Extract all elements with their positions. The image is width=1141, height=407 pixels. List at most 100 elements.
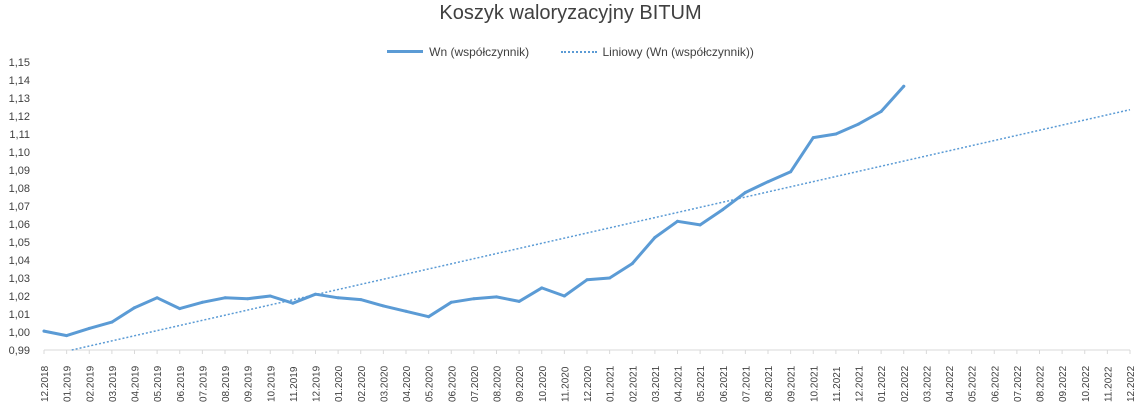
x-tick-label: 12.2020 xyxy=(583,365,594,402)
data-point xyxy=(223,296,227,300)
x-tick-label: 05.2019 xyxy=(153,365,164,402)
y-tick-label: 1,04 xyxy=(9,255,30,267)
x-tick-label: 04.2021 xyxy=(674,365,685,402)
x-tick-label: 05.2020 xyxy=(425,365,436,402)
legend-label-series: Wn (współczynnik) xyxy=(429,44,530,59)
y-tick-label: 1,14 xyxy=(9,75,30,87)
x-tick-label: 08.2022 xyxy=(1036,365,1047,402)
data-point xyxy=(155,296,159,300)
x-tick-label: 01.2022 xyxy=(877,365,888,402)
data-point xyxy=(246,297,250,301)
x-tick-label: 02.2022 xyxy=(900,365,911,402)
x-tick-label: 10.2019 xyxy=(266,365,277,402)
x-tick-label: 01.2020 xyxy=(334,365,345,402)
y-tick-label: 1,02 xyxy=(9,291,30,303)
x-tick-label: 01.2021 xyxy=(606,365,617,402)
data-point xyxy=(200,300,204,304)
y-tick-label: 1,10 xyxy=(9,147,30,159)
x-tick-label: 09.2020 xyxy=(515,365,526,402)
data-point xyxy=(811,136,815,140)
data-point xyxy=(743,191,747,194)
x-tick-label: 04.2022 xyxy=(945,365,956,402)
x-tick-label: 11.2022 xyxy=(1103,366,1114,402)
x-tick-label: 12.2022 xyxy=(1126,365,1137,402)
data-point xyxy=(698,223,702,227)
y-axis: 0,99 1,00 1,01 1,02 1,03 1,04 1,05 1,06 1,07 1,08… xyxy=(9,57,30,357)
y-tick-label: 1,03 xyxy=(9,273,30,285)
data-point xyxy=(65,334,69,338)
data-point xyxy=(359,298,363,302)
x-tick-label: 05.2021 xyxy=(696,365,707,402)
data-point xyxy=(653,236,657,239)
x-tick-label: 07.2022 xyxy=(1013,365,1024,402)
legend-item-trendline: Liniowy (Wn (współczynnik)) xyxy=(560,45,754,59)
data-point xyxy=(449,300,453,304)
x-tick-label: 07.2020 xyxy=(470,365,481,402)
x-tick-label: 05.2022 xyxy=(968,365,979,402)
data-point xyxy=(87,326,91,330)
y-tick-label: 1,11 xyxy=(9,129,30,141)
x-tick-label: 11.2021 xyxy=(832,366,843,402)
x-tick-label: 02.2021 xyxy=(628,365,639,402)
legend-swatch-solid xyxy=(387,50,424,53)
y-tick-label: 1,07 xyxy=(9,201,30,213)
data-point xyxy=(404,309,408,313)
data-point xyxy=(630,262,634,266)
x-tick-label: 03.2022 xyxy=(922,365,933,402)
data-point xyxy=(336,296,340,300)
data-point xyxy=(427,315,431,319)
x-tick-label: 08.2020 xyxy=(493,365,504,402)
x-tick-label: 04.2020 xyxy=(402,365,413,402)
data-point xyxy=(857,122,860,126)
x-tick-label: 11.2019 xyxy=(289,366,300,402)
legend: Wn (współczynnik) Liniowy (Wn (współczyn… xyxy=(0,42,1141,59)
x-tick-label: 01.2019 xyxy=(63,365,74,402)
data-point xyxy=(789,170,793,174)
y-tick-label: 1,05 xyxy=(9,237,30,249)
x-tick-label: 07.2021 xyxy=(741,365,752,402)
x-tick-label: 06.2020 xyxy=(447,365,458,402)
x-axis: 12.2018 01.2019 02.2019 03.2019 04.2019 05.20… xyxy=(40,349,1137,402)
y-tick-label: 1,12 xyxy=(9,111,30,123)
legend-label-trendline: Liniowy (Wn (współczynnik)) xyxy=(602,45,754,59)
x-tick-label: 11.2020 xyxy=(560,366,571,402)
x-tick-label: 12.2019 xyxy=(312,365,323,402)
x-tick-label: 07.2019 xyxy=(198,365,209,402)
x-tick-label: 04.2019 xyxy=(131,365,142,402)
y-tick-label: 0,99 xyxy=(9,345,30,357)
x-tick-label: 10.2021 xyxy=(809,365,820,402)
data-point xyxy=(314,292,317,296)
series-group xyxy=(42,84,1131,351)
data-point xyxy=(721,208,725,212)
x-tick-label: 03.2020 xyxy=(379,365,390,402)
x-tick-label: 10.2022 xyxy=(1081,365,1092,402)
data-point xyxy=(540,286,544,290)
x-tick-label: 09.2019 xyxy=(244,365,255,402)
data-point xyxy=(562,294,566,298)
data-point xyxy=(133,306,136,310)
data-point xyxy=(472,297,476,301)
legend-swatch-dotted xyxy=(560,51,597,53)
data-point xyxy=(676,219,679,223)
legend-item-series: Wn (współczynnik) xyxy=(387,45,529,59)
data-point xyxy=(178,307,182,311)
x-tick-label: 02.2020 xyxy=(357,365,368,402)
x-tick-label: 06.2021 xyxy=(719,365,730,402)
y-tick-label: 1,15 xyxy=(9,57,30,69)
data-point xyxy=(834,132,838,136)
y-tick-label: 1,08 xyxy=(9,183,30,195)
y-tick-label: 1,06 xyxy=(9,219,30,231)
x-tick-label: 09.2022 xyxy=(1058,365,1069,402)
data-point xyxy=(291,301,295,305)
chart-title: Koszyk waloryzacyjny BITUM xyxy=(439,2,702,24)
data-point xyxy=(42,329,46,333)
y-tick-label: 1,13 xyxy=(9,93,30,105)
x-tick-label: 12.2021 xyxy=(855,365,866,402)
x-tick-label: 08.2021 xyxy=(764,365,775,402)
x-tick-label: 06.2022 xyxy=(990,365,1001,402)
data-point xyxy=(268,294,272,298)
data-point xyxy=(517,299,521,303)
y-tick-label: 1,09 xyxy=(9,165,30,177)
y-tick-label: 1,00 xyxy=(9,327,30,339)
